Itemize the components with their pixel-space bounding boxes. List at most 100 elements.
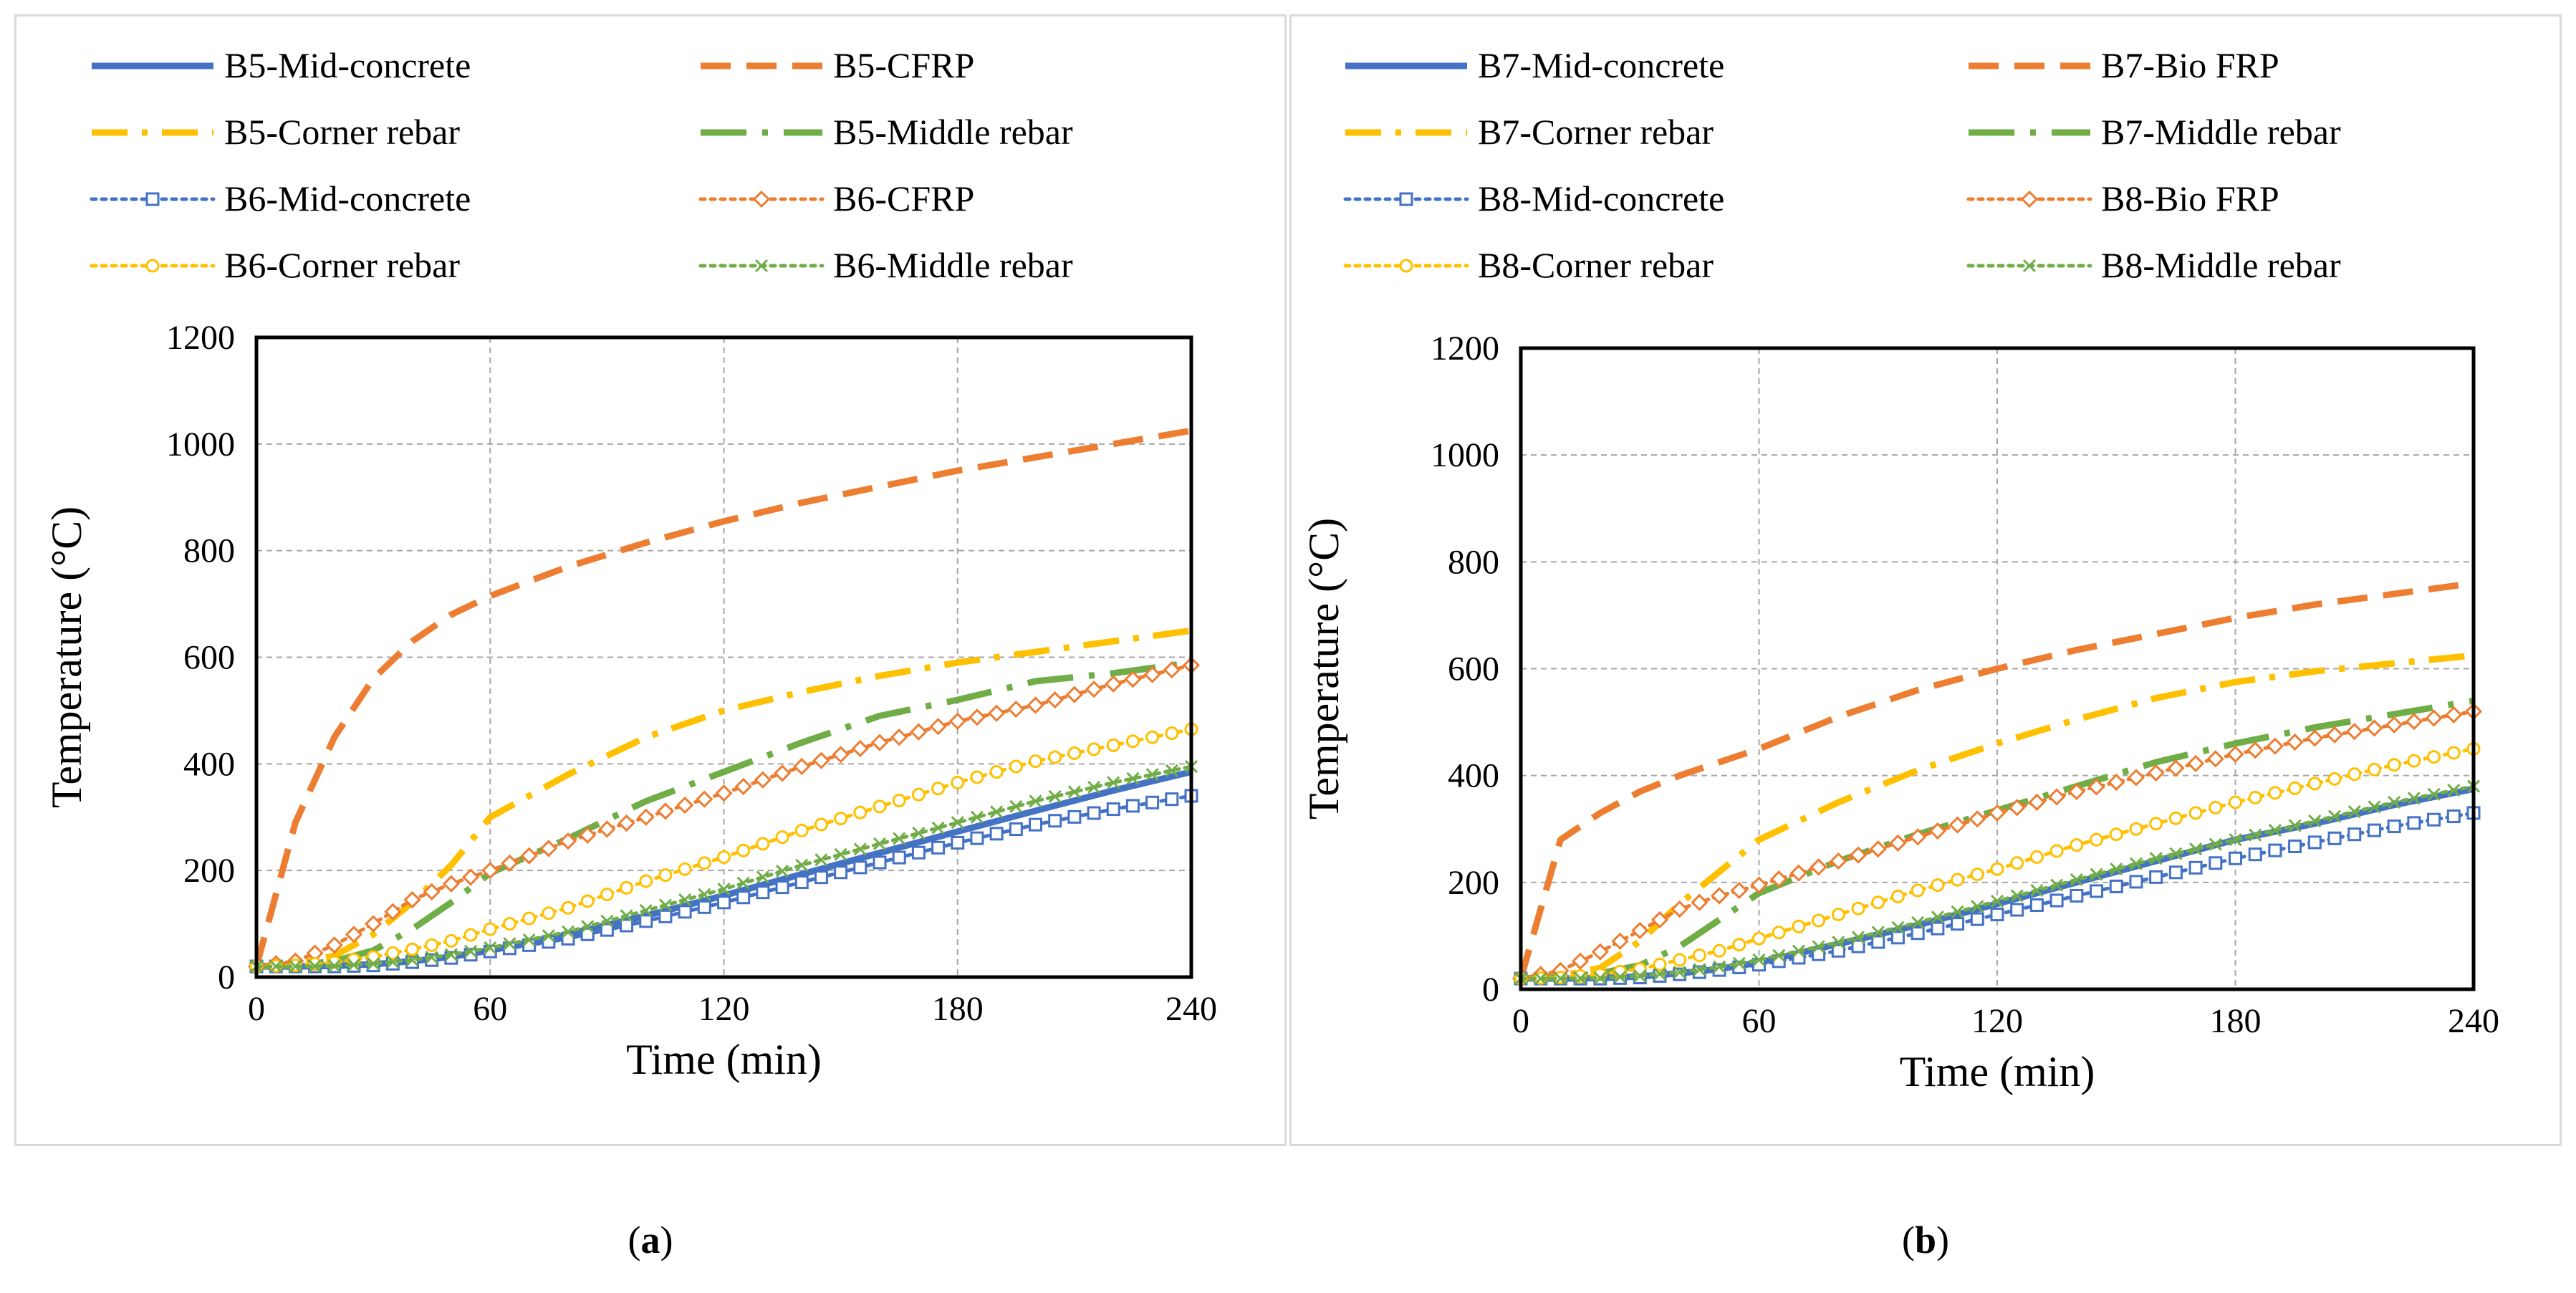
data-point-marker xyxy=(539,840,557,857)
data-point-marker xyxy=(2129,875,2143,889)
data-point-marker xyxy=(2129,857,2143,870)
data-point-marker xyxy=(1951,873,1965,887)
data-point-marker xyxy=(794,823,809,837)
y-tick-label: 600 xyxy=(1448,650,1499,688)
data-point-marker xyxy=(717,883,731,896)
data-point-marker xyxy=(2087,778,2105,796)
data-point-marker xyxy=(620,918,634,933)
y-axis-title: Temperature (°C) xyxy=(43,506,90,808)
legend-item: B6-Middle rebar xyxy=(698,245,1073,285)
legend-item: B7-Mid-concrete xyxy=(1345,45,1724,85)
data-point-marker xyxy=(1143,665,1161,683)
data-point-marker xyxy=(1145,795,1160,809)
y-tick-label: 200 xyxy=(183,852,235,890)
data-point-marker xyxy=(1029,754,1042,769)
data-point-marker xyxy=(2029,850,2044,864)
data-point-marker xyxy=(637,808,655,826)
data-point-marker xyxy=(931,840,946,855)
data-point-marker xyxy=(1593,971,1607,985)
data-point-marker xyxy=(2286,733,2304,751)
data-point-marker xyxy=(2249,828,2262,842)
data-point-marker xyxy=(308,959,322,973)
data-point-marker xyxy=(948,712,966,730)
series-b5-corner-rebar xyxy=(256,627,1192,970)
data-point-marker xyxy=(1890,931,1905,945)
legend-label: B7-Corner rebar xyxy=(1478,112,1714,152)
x-tick-label: 180 xyxy=(2210,1002,2262,1040)
data-point-marker xyxy=(520,847,538,865)
data-point-marker xyxy=(736,876,750,890)
chart-panel-a: 0 200 400 600 800 1000 1200 0 60 120 180 240 Time (m… xyxy=(14,14,1287,1146)
x-tick-label: 180 xyxy=(932,990,984,1028)
data-point-marker xyxy=(2327,772,2342,786)
data-point-marker xyxy=(2367,762,2381,777)
data-point-marker xyxy=(405,953,419,967)
data-point-marker xyxy=(1591,943,1609,961)
data-point-marker xyxy=(893,832,906,845)
y-tick-label: 0 xyxy=(218,958,235,996)
data-point-marker xyxy=(990,805,1004,819)
data-point-marker xyxy=(2365,719,2383,737)
data-point-marker xyxy=(2246,741,2264,759)
data-point-marker xyxy=(639,874,653,888)
data-point-marker xyxy=(951,775,965,789)
legend-label: B6-CFRP xyxy=(833,178,974,218)
legend-item: B8-Bio FRP xyxy=(1966,178,2279,218)
data-point-marker xyxy=(2445,706,2463,724)
data-point-marker xyxy=(775,830,789,845)
data-point-marker xyxy=(2168,811,2183,825)
data-point-marker xyxy=(2325,726,2344,744)
data-point-marker xyxy=(598,820,616,838)
data-point-marker xyxy=(1871,935,1885,949)
series-line xyxy=(253,427,1192,968)
data-point-marker xyxy=(384,903,402,921)
data-point-marker xyxy=(1145,768,1159,782)
chart-b-svg: 0 200 400 600 800 1000 1200 0 60 120 180 240 Time (m… xyxy=(1300,45,2499,1095)
legend-item: B6-Mid-concrete xyxy=(90,178,471,218)
data-point-marker xyxy=(2345,723,2363,741)
data-point-marker xyxy=(1165,764,1178,777)
data-point-marker xyxy=(2188,806,2203,820)
data-point-marker xyxy=(600,914,614,928)
data-point-marker xyxy=(1869,840,1887,858)
legend-label: B6-Middle rebar xyxy=(833,245,1073,285)
data-point-marker xyxy=(697,856,711,870)
legend-label: B5-Middle rebar xyxy=(833,112,1073,152)
data-point-marker xyxy=(989,827,1004,841)
data-point-marker xyxy=(1831,908,1845,922)
data-point-marker xyxy=(754,771,772,789)
data-point-marker xyxy=(1692,948,1706,963)
data-point-marker xyxy=(912,827,926,840)
data-point-marker xyxy=(2067,782,2085,801)
data-point-marker xyxy=(676,796,694,814)
data-point-marker xyxy=(1931,921,1945,936)
data-point-marker xyxy=(931,821,945,835)
data-point-marker xyxy=(1871,895,1885,910)
series-b6-middle-rebar xyxy=(249,759,1198,974)
data-point-marker xyxy=(1951,917,1965,931)
data-point-marker xyxy=(1752,931,1766,946)
data-point-marker xyxy=(1067,809,1082,824)
data-point-marker xyxy=(696,790,713,808)
data-point-marker xyxy=(1009,799,1023,813)
data-point-marker xyxy=(2248,847,2262,862)
data-point-marker xyxy=(2308,814,2322,828)
data-point-marker xyxy=(325,936,343,954)
data-point-marker xyxy=(481,862,499,880)
legend-swatch-marker xyxy=(754,259,769,273)
data-point-marker xyxy=(461,868,480,886)
data-point-marker xyxy=(1067,746,1082,760)
legend-item: B7-Middle rebar xyxy=(1969,112,2341,152)
y-tick-label: 1000 xyxy=(1431,436,1499,474)
data-point-marker xyxy=(1107,776,1120,789)
data-point-marker xyxy=(1931,910,1944,924)
data-point-marker xyxy=(873,837,887,851)
x-tick-label: 120 xyxy=(1971,1002,2023,1040)
data-point-marker xyxy=(1970,867,1984,882)
data-point-marker xyxy=(2070,838,2084,852)
data-point-marker xyxy=(2029,898,2044,913)
data-point-marker xyxy=(1067,785,1081,799)
data-point-marker xyxy=(1046,691,1064,709)
legend: B5-Mid-concrete B5-CFRP B5-Corner rebar B5-… xyxy=(90,45,1073,285)
data-point-marker xyxy=(1750,876,1768,894)
